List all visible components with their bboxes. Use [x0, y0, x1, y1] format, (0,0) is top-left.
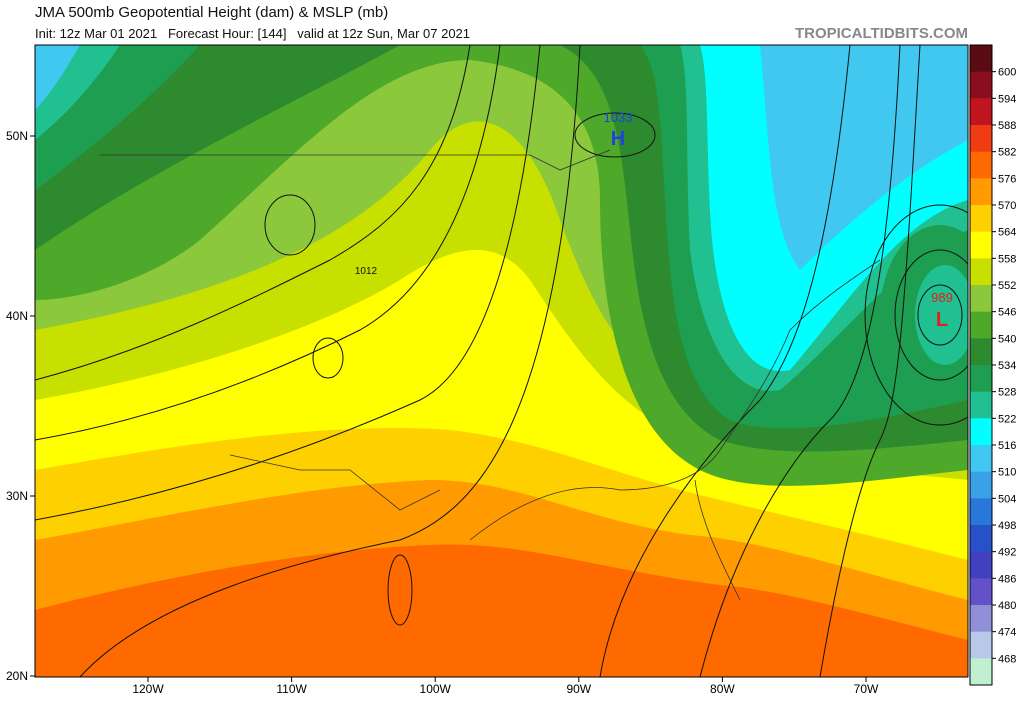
axes: 50N 40N 30N 20N 120W 110W 100W 90W 80W 70W: [6, 129, 879, 696]
high-letter: H: [611, 128, 625, 150]
lat-label: 40N: [6, 309, 28, 323]
colorbar-label: 510: [998, 467, 1016, 479]
colorbar-label: 570: [998, 200, 1016, 212]
colorbar-label: 486: [998, 573, 1016, 585]
colorbar-label: 534: [998, 360, 1016, 372]
colorbar-label: 474: [998, 627, 1016, 639]
lon-label: 80W: [710, 682, 735, 696]
colorbar-cell: [970, 71, 992, 99]
colorbar: 600 594 588 582 576 570 564 558 552 546 540 534 528 5…: [969, 44, 1016, 686]
contour-label: 1012: [355, 266, 378, 277]
colorbar-label: 504: [998, 493, 1016, 505]
colorbar-label: 540: [998, 333, 1016, 345]
lat-label: 30N: [6, 489, 28, 503]
lon-label: 100W: [420, 682, 452, 696]
colorbar-cell: [970, 605, 992, 633]
colorbar-label: 480: [998, 600, 1016, 612]
colorbar-cell: [970, 525, 992, 553]
colorbar-cell: [970, 285, 992, 313]
colorbar-frame: [969, 44, 993, 686]
colorbar-cell: [970, 631, 992, 659]
colorbar-cell: [970, 338, 992, 366]
colorbar-cell: [970, 365, 992, 393]
subtitle: Init: 12z Mar 01 2021 Forecast Hour: [14…: [35, 26, 470, 41]
borders: [100, 149, 881, 601]
lon-label: 120W: [132, 682, 164, 696]
colorbar-label: 552: [998, 280, 1016, 292]
low-letter: L: [936, 309, 948, 331]
colorbar-cell: [970, 658, 992, 686]
colorbar-cell: [970, 311, 992, 339]
colorbar-cell: [970, 471, 992, 499]
colorbar-cell: [970, 418, 992, 446]
colorbar-cell: [970, 578, 992, 606]
colorbar-cell: [970, 98, 992, 126]
colorbar-cell: [970, 445, 992, 473]
colorbar-label: 564: [998, 227, 1016, 239]
lon-label: 70W: [854, 682, 879, 696]
band: [35, 45, 80, 110]
title: JMA 500mb Geopotential Height (dam) & MS…: [35, 4, 388, 21]
colorbar-label: 468: [998, 653, 1016, 665]
lon-label: 110W: [276, 682, 307, 696]
band: [760, 45, 968, 270]
watermark: TROPICALTIDBITS.COM: [795, 25, 968, 42]
lat-label: 20N: [6, 669, 28, 683]
contours: [35, 45, 968, 677]
map: 1033 H 989 L 1012: [34, 44, 969, 678]
colorbar-label: 516: [998, 440, 1016, 452]
colorbar-label: 498: [998, 520, 1016, 532]
colorbar-label: 600: [998, 67, 1016, 79]
colorbar-label: 594: [998, 93, 1016, 105]
colorbar-label: 546: [998, 307, 1016, 319]
colorbar-label: 576: [998, 173, 1016, 185]
map-frame: [34, 44, 969, 678]
colorbar-cell: [970, 498, 992, 526]
colorbar-cell: [970, 178, 992, 206]
colorbar-cell: [970, 45, 992, 73]
low-value: 989: [931, 290, 953, 305]
colorbar-label: 528: [998, 387, 1016, 399]
colorbar-cell: [970, 151, 992, 179]
colorbar-cell: [970, 258, 992, 286]
colorbar-label: 522: [998, 413, 1016, 425]
colorbar-cell: [970, 125, 992, 153]
colorbar-cell: [970, 551, 992, 579]
colorbar-label: 492: [998, 547, 1016, 559]
high-value: 1033: [604, 110, 633, 125]
colorbar-cell: [970, 205, 992, 233]
colorbar-label: 558: [998, 253, 1016, 265]
colorbar-label: 588: [998, 120, 1016, 132]
colorbar-label: 582: [998, 147, 1016, 159]
lon-label: 90W: [566, 682, 591, 696]
lat-label: 50N: [6, 129, 28, 143]
colorbar-cell: [970, 391, 992, 419]
colorbar-cell: [970, 231, 992, 259]
